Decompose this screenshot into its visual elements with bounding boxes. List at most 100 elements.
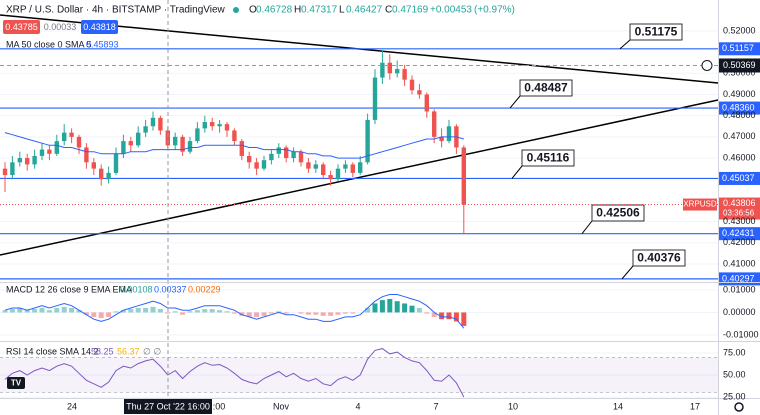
candle-body — [202, 122, 207, 129]
change: +0.00453 — [430, 5, 472, 16]
candle-body — [91, 162, 96, 169]
macd-bar — [320, 312, 326, 316]
candle-body — [424, 94, 429, 112]
x-tick-label: 24 — [67, 401, 77, 411]
candle-body — [306, 162, 311, 169]
rsi-line — [4, 348, 465, 398]
level-axis-label: 0.42431 — [722, 228, 755, 238]
rsi-empty: ∅ ∅ — [143, 346, 161, 356]
level-axis-label: 0.48360 — [722, 102, 755, 112]
candle-body — [417, 90, 422, 95]
bid-box — [3, 20, 40, 34]
macd-bar — [24, 310, 30, 313]
macd-bar — [453, 312, 459, 322]
callout-label: 0.42506 — [596, 206, 640, 220]
macd-bar — [32, 309, 38, 313]
x-tick-label: Thu 27 Oct '22 16:00 — [126, 401, 210, 411]
macd-bar — [224, 311, 230, 313]
candle-body — [113, 153, 119, 173]
macd-bar — [157, 309, 163, 313]
macd-bar — [261, 312, 267, 316]
macd-bar — [106, 312, 112, 317]
candle-body — [247, 155, 252, 163]
macd-bar — [9, 309, 15, 313]
macd-bar — [328, 312, 334, 316]
candle-body — [446, 126, 452, 142]
y-tick-label: 0.46000 — [723, 152, 756, 162]
candle-body — [84, 147, 89, 163]
ohlc-label: O — [249, 5, 257, 16]
level-axis-box — [719, 171, 760, 185]
candle-body — [217, 124, 222, 127]
x-tick-label: 7 — [433, 401, 438, 411]
macd-bar — [313, 312, 319, 315]
macd-bar — [180, 312, 186, 315]
macd-bar — [2, 310, 8, 313]
signal-value: 0.00229 — [188, 284, 221, 294]
candle-body — [121, 141, 126, 154]
ohlc-label: L — [339, 5, 345, 16]
macd-bar — [120, 310, 126, 313]
candle-body — [313, 164, 318, 169]
bid: 0.43785 — [5, 22, 38, 32]
macd-bar — [54, 307, 60, 313]
candle-body — [39, 149, 45, 156]
candle-body — [158, 117, 163, 131]
macd-bar — [172, 311, 178, 313]
chart-title: XRP / U.S. Dollar · 4h · BITSTAMP · Trad… — [6, 5, 226, 16]
x-crosshair-box — [124, 399, 212, 414]
candle-body — [25, 158, 30, 165]
y-tick-label: 0.47000 — [723, 131, 756, 141]
candle-body — [395, 69, 400, 74]
candle-body — [409, 79, 415, 91]
candle-body — [195, 128, 200, 142]
y-tick-label: 0.01000 — [723, 284, 756, 294]
candle-body — [10, 162, 15, 176]
callout-label: 0.45116 — [527, 151, 570, 165]
y-tick-label: 25.00 — [723, 391, 746, 401]
crosshair-box — [719, 58, 760, 73]
x-tick-label: Nov — [273, 401, 290, 411]
macd-bar — [187, 311, 193, 313]
macd-label: MACD 12 26 close 9 EMA EMA — [6, 284, 132, 294]
ma-line — [4, 132, 464, 159]
candle-body — [335, 168, 341, 180]
ask: 0.43818 — [83, 22, 116, 32]
add-alert-icon — [701, 59, 713, 71]
macd-line — [4, 294, 465, 329]
callout-label: 0.40376 — [637, 251, 681, 265]
macd-bar — [113, 311, 119, 313]
settings-icon[interactable] — [734, 402, 744, 412]
candle-body — [32, 155, 37, 165]
trend-line — [0, 99, 719, 256]
macd-bar — [143, 307, 149, 313]
y-tick-label: -0.01000 — [723, 329, 759, 339]
macd-bar — [254, 312, 260, 317]
macd-bar — [202, 309, 208, 313]
ohlc-label: C — [385, 5, 392, 16]
y-tick-label: 0.49000 — [723, 89, 756, 99]
macd-bar — [446, 312, 452, 320]
candle-body — [180, 136, 185, 152]
candle-body — [432, 111, 437, 137]
macd-bar — [342, 312, 348, 314]
candle-body — [365, 119, 370, 163]
candle-body — [143, 126, 148, 133]
callout-box — [521, 149, 575, 167]
level-axis-box — [719, 42, 760, 56]
grid — [0, 30, 718, 398]
candle-body — [372, 77, 378, 120]
candle-body — [387, 62, 392, 74]
callout-box — [632, 249, 686, 267]
candle-body — [62, 132, 67, 142]
macd-bar — [283, 312, 289, 314]
candle-body — [343, 164, 348, 169]
macd-bar — [128, 309, 134, 313]
macd-bar — [217, 310, 223, 313]
macd-bar — [246, 312, 252, 317]
x-tick-label: :00 — [213, 401, 226, 411]
callout-label: 0.48487 — [524, 81, 568, 95]
y-tick-label: 0.41000 — [723, 258, 756, 268]
macd-bar — [39, 307, 45, 313]
